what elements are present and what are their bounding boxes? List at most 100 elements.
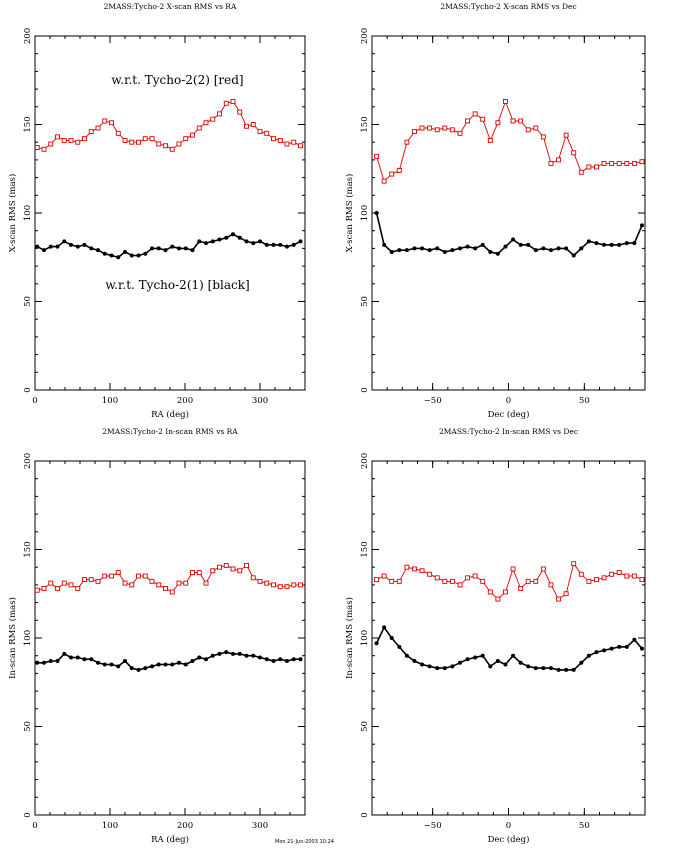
data-point (472, 111, 478, 117)
data-point (298, 239, 303, 244)
data-point (511, 653, 516, 658)
data-point (632, 241, 637, 246)
data-point (639, 646, 644, 651)
data-point (518, 585, 524, 591)
data-point (518, 118, 524, 124)
data-point (96, 248, 100, 253)
x-tick-label: 300 (252, 821, 268, 831)
y-tick-label: 200 (23, 453, 33, 469)
y-tick-label: 0 (360, 812, 370, 817)
data-point (143, 666, 148, 671)
data-point (156, 662, 161, 667)
y-tick-label: 50 (360, 296, 370, 307)
y-axis-label: X-scan RMS (mas) (7, 174, 18, 253)
x-tick-label: 200 (177, 396, 193, 406)
data-point (526, 664, 531, 669)
x-tick-label: 0 (506, 821, 511, 831)
data-point (75, 244, 80, 249)
data-point (170, 244, 175, 249)
data-point (631, 573, 637, 579)
data-point (41, 585, 47, 591)
data-point (129, 666, 134, 671)
series-line (37, 100, 301, 150)
data-point (169, 589, 175, 595)
data-point (190, 248, 195, 253)
data-point (457, 582, 463, 588)
data-point (143, 251, 148, 256)
data-point (533, 248, 538, 253)
data-point (217, 111, 222, 117)
data-point (525, 127, 531, 133)
data-point (264, 130, 270, 136)
data-point (548, 160, 554, 166)
data-point (197, 655, 202, 660)
data-point (450, 664, 455, 669)
data-point (176, 580, 182, 586)
data-point (291, 657, 296, 662)
chart-title: 2MASS:Tycho-2 X-scan RMS vs Dec (440, 2, 576, 11)
data-point (404, 564, 410, 570)
data-point (374, 153, 379, 159)
series-black (35, 232, 303, 260)
data-point (156, 246, 161, 251)
data-point (396, 578, 402, 584)
chart-inscan-dec: 2MASS:Tycho-2 In-scan RMS vs Dec −50 0 50 0 5… (344, 427, 646, 845)
data-point (163, 585, 168, 591)
data-point (556, 157, 561, 163)
data-point (217, 564, 222, 570)
data-point (41, 146, 47, 152)
data-point (149, 578, 155, 584)
data-point (465, 118, 470, 124)
y-axis-label: In-scan RMS (mas) (7, 597, 18, 679)
data-point (556, 246, 561, 251)
data-point (142, 136, 148, 142)
data-point (564, 246, 569, 251)
data-point (177, 246, 181, 251)
data-point (210, 239, 215, 244)
data-point (533, 125, 539, 131)
data-point (540, 134, 546, 140)
data-point (518, 660, 523, 665)
data-point (109, 662, 114, 667)
data-point (156, 141, 162, 147)
data-point (465, 244, 470, 249)
chart-xscan-ra: 2MASS:Tycho-2 X-scan RMS vs RA 0 100 200 300… (7, 2, 306, 420)
data-point (404, 248, 409, 253)
data-point (586, 653, 591, 658)
data-point (203, 120, 209, 126)
data-point (278, 242, 283, 247)
data-point (495, 596, 501, 602)
data-point (298, 582, 303, 588)
data-point (579, 246, 584, 251)
data-point (495, 120, 501, 126)
x-tick-label: −50 (424, 821, 442, 831)
annotation: w.r.t. Tycho-2(1) [black] (105, 278, 249, 292)
data-point (102, 662, 107, 667)
data-point (48, 580, 54, 586)
data-point (525, 578, 531, 584)
data-point (223, 562, 229, 568)
data-point (396, 168, 402, 173)
data-point (129, 253, 134, 258)
data-point (624, 160, 630, 166)
plot-frame (34, 35, 306, 391)
data-point (82, 657, 87, 662)
data-point (602, 242, 607, 247)
y-tick-label: 50 (360, 721, 370, 732)
x-axis-label: Dec (deg) (488, 834, 530, 845)
data-point (404, 653, 409, 658)
data-point (571, 667, 576, 672)
data-point (271, 659, 276, 664)
footer-timestamp: Mon 21-Jun-2003 10:24 (275, 839, 334, 845)
data-point (389, 636, 394, 640)
data-point (624, 644, 629, 649)
data-point (183, 580, 189, 586)
data-point (594, 650, 599, 655)
data-point (427, 571, 433, 577)
series-black (374, 211, 644, 258)
data-point (203, 580, 209, 586)
data-point (381, 573, 387, 579)
data-point (82, 577, 87, 583)
series-black (374, 625, 644, 672)
